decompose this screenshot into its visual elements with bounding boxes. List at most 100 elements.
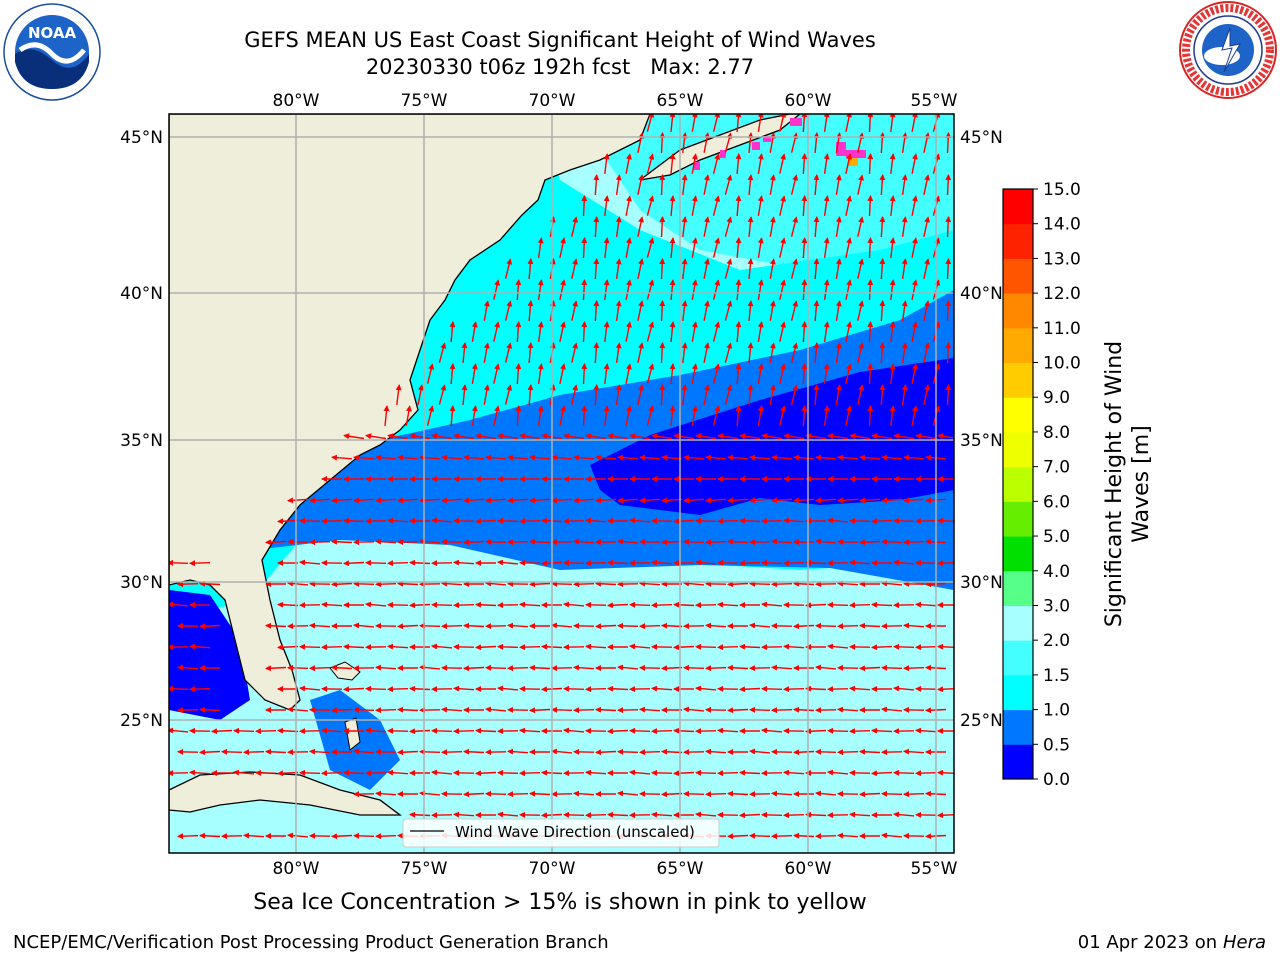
wind-wave-arrow [901, 258, 908, 279]
wind-wave-arrow [299, 643, 321, 650]
wind-wave-arrow [607, 685, 629, 692]
wind-wave-arrow [211, 728, 233, 735]
wind-wave-arrow [695, 559, 717, 566]
wind-wave-arrow [859, 748, 881, 755]
wind-wave-arrow [331, 581, 353, 588]
wind-wave-arrow [625, 153, 632, 174]
wind-wave-arrow [805, 602, 827, 609]
wind-wave-arrow [771, 538, 793, 545]
wind-wave-arrow [771, 707, 793, 714]
wind-wave-arrow [889, 237, 896, 258]
wind-wave-arrow [365, 727, 387, 734]
wind-wave-arrow [573, 581, 595, 588]
wind-wave-arrow [669, 237, 676, 258]
wind-wave-arrow [461, 384, 468, 405]
wind-wave-arrow [889, 405, 896, 426]
wind-wave-arrow [815, 622, 837, 629]
wind-wave-arrow [669, 279, 676, 300]
wind-wave-arrow [681, 342, 688, 363]
wind-wave-arrow [871, 727, 893, 734]
wind-wave-arrow [409, 728, 431, 735]
wind-wave-arrow [857, 258, 865, 279]
wind-wave-arrow [321, 644, 343, 651]
wind-wave-arrow [783, 560, 805, 567]
wind-wave-arrow [585, 812, 607, 819]
wind-wave-arrow [387, 643, 409, 650]
wind-wave-arrow [309, 539, 331, 546]
wind-wave-arrow [801, 321, 808, 343]
wind-wave-arrow [769, 384, 776, 405]
land-bahamas [329, 661, 361, 681]
wind-wave-arrow [761, 559, 783, 566]
wind-wave-arrow [783, 517, 805, 524]
wind-wave-arrow [551, 706, 573, 713]
wind-wave-arrow [519, 770, 541, 777]
wind-wave-arrow [625, 405, 632, 426]
wind-wave-arrow [747, 300, 754, 321]
wind-wave-arrow [837, 497, 859, 504]
gridlines [169, 114, 954, 853]
wind-wave-arrow [845, 405, 852, 426]
wind-wave-arrow [815, 454, 837, 461]
wind-wave-arrow [441, 623, 463, 630]
wind-wave-arrow [717, 433, 739, 440]
wind-wave-arrow [603, 195, 610, 216]
wind-wave-arrow [581, 363, 588, 385]
wind-wave-arrow [695, 769, 717, 776]
wind-wave-arrow [607, 602, 629, 609]
wind-wave-arrow [945, 132, 952, 154]
wind-wave-arrow [849, 559, 871, 566]
wind-wave-arrow [471, 321, 478, 343]
footer-left: NCEP/EMC/Verification Post Processing Pr… [13, 932, 609, 953]
wind-wave-arrow [221, 748, 243, 755]
wind-wave-arrow [717, 644, 739, 651]
wind-wave-arrow [441, 749, 463, 756]
wind-wave-arrow [805, 728, 827, 735]
wind-wave-arrow [571, 300, 579, 321]
wind-wave-arrow [595, 497, 617, 504]
colorbar-swatch [1003, 640, 1033, 676]
wind-wave-arrow [375, 454, 397, 461]
wind-wave-arrow [703, 216, 710, 237]
wind-wave-arrow [903, 791, 925, 798]
wind-wave-arrow [493, 279, 501, 300]
wind-wave-arrow [867, 405, 874, 427]
wind-wave-arrow [705, 791, 727, 798]
wind-wave-arrow [581, 279, 588, 301]
wind-wave-arrow [911, 153, 918, 174]
wind-wave-arrow [383, 405, 390, 426]
wind-wave-arrow [703, 258, 710, 279]
wind-wave-arrow [813, 342, 820, 364]
colorbar-tick-label: 6.0 [1043, 492, 1070, 512]
wind-wave-arrow [849, 811, 871, 818]
wind-wave-arrow [911, 279, 918, 300]
wind-wave-arrow [353, 454, 375, 461]
wind-wave-arrow [793, 749, 815, 756]
footer-right: 01 Apr 2023 on Hera [1078, 932, 1266, 953]
wind-wave-arrow [387, 517, 409, 524]
lon-label: 80°W [273, 91, 320, 111]
wind-wave-arrow [573, 497, 595, 504]
wind-wave-arrow [893, 769, 915, 776]
wind-wave-arrow [859, 539, 881, 546]
wind-wave-arrow [881, 497, 903, 504]
wind-wave-arrow [739, 560, 761, 567]
wind-wave-arrow [823, 195, 830, 216]
wind-wave-arrow [757, 279, 764, 301]
wind-wave-arrow [637, 384, 644, 405]
wind-wave-arrow [387, 560, 409, 567]
wind-wave-arrow [889, 114, 896, 132]
wind-wave-arrow [563, 727, 585, 734]
wind-wave-arrow [827, 643, 849, 650]
wind-wave-arrow [945, 174, 952, 196]
wind-wave-arrow [646, 321, 655, 342]
wind-wave-arrow [659, 300, 666, 322]
lon-label: 75°W [401, 859, 448, 879]
wind-wave-arrow [867, 321, 874, 343]
wind-wave-arrow [911, 363, 918, 384]
wind-wave-arrow [483, 342, 490, 363]
wind-wave-arrow [749, 706, 771, 713]
wind-wave-arrow [879, 384, 886, 406]
wind-wave-arrow [945, 258, 952, 280]
wind-wave-arrow [409, 433, 431, 440]
